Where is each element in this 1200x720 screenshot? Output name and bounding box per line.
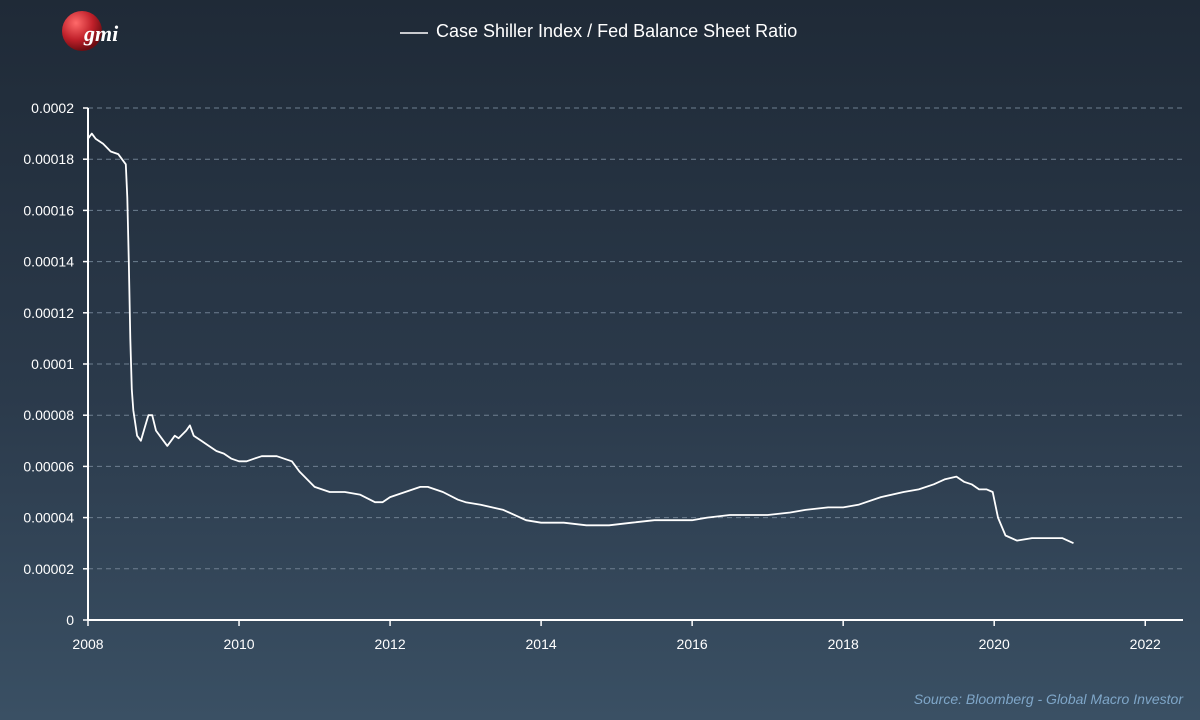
source-note: Source: Bloomberg - Global Macro Investo…	[914, 691, 1185, 707]
y-tick-label: 0.00006	[23, 458, 74, 474]
y-tick-label: 0.00016	[23, 202, 74, 218]
logo: gmi	[62, 11, 119, 51]
y-tick-label: 0	[66, 612, 74, 628]
y-tick-label: 0.00012	[23, 305, 74, 321]
y-tick-label: 0.00008	[23, 407, 74, 423]
x-tick-label: 2016	[677, 636, 708, 652]
x-tick-label: 2020	[979, 636, 1010, 652]
tick-labels: 0 0.00002 0.00004 0.00006 0.00008 0.0001 0.000…	[23, 100, 1161, 652]
logo-text: gmi	[83, 21, 119, 46]
y-tick-label: 0.00004	[23, 510, 74, 526]
y-tick-label: 0.0001	[31, 356, 74, 372]
series	[87, 132, 1074, 545]
series-line	[87, 132, 1074, 545]
x-tick-label: 2022	[1130, 636, 1161, 652]
x-tick-label: 2014	[526, 636, 557, 652]
legend-label: Case Shiller Index / Fed Balance Sheet R…	[436, 21, 797, 41]
axes	[83, 107, 1183, 626]
y-tick-label: 0.00014	[23, 254, 74, 270]
y-tick-label: 0.0002	[31, 100, 74, 116]
legend: Case Shiller Index / Fed Balance Sheet R…	[400, 21, 797, 41]
logo-globe-icon	[62, 11, 102, 51]
x-tick-label: 2008	[72, 636, 103, 652]
x-tick-label: 2010	[223, 636, 254, 652]
grid	[88, 107, 1183, 570]
y-tick-label: 0.00002	[23, 561, 74, 577]
y-tick-label: 0.00018	[23, 151, 74, 167]
x-tick-label: 2018	[828, 636, 859, 652]
x-tick-label: 2012	[374, 636, 405, 652]
